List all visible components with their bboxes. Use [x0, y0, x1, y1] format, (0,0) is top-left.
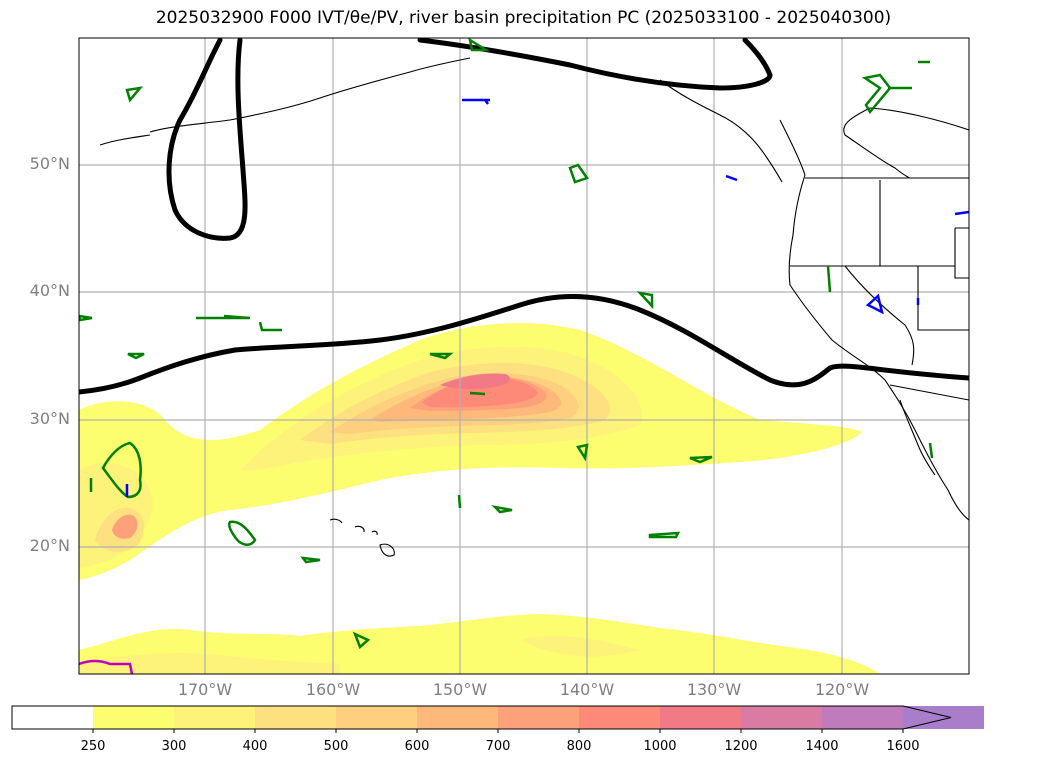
colorbar-label-1000: 1000 — [643, 739, 677, 754]
colorbar-label-250: 250 — [80, 739, 106, 754]
colorbar-outline — [11, 705, 952, 730]
lon-label-170w: 170°W — [177, 680, 233, 699]
pv-blue-contours — [125, 98, 969, 497]
theta-e-contours — [79, 38, 969, 395]
colorbar-segment — [174, 706, 255, 729]
map-title: 2025032900 F000 IVT/θe/PV, river basin p… — [155, 8, 892, 28]
colorbar-segment — [336, 706, 417, 729]
lat-label-30: 30°N — [29, 409, 70, 428]
lat-label-40: 40°N — [29, 281, 70, 300]
colorbar — [11, 705, 984, 733]
colorbar-segment — [741, 706, 822, 729]
lon-label-130w: 130°W — [686, 680, 742, 699]
colorbar-segment — [417, 706, 498, 729]
colorbar-label-700: 700 — [485, 739, 511, 754]
magenta-contour — [79, 659, 134, 674]
map-panel — [79, 38, 969, 674]
coastlines — [99, 57, 969, 557]
map-frame — [78, 37, 970, 675]
graticule — [79, 38, 969, 674]
colorbar-label-600: 600 — [404, 739, 430, 754]
lat-label-50: 50°N — [29, 154, 70, 173]
colorbar-label-500: 500 — [323, 739, 349, 754]
colorbar-segment — [12, 706, 93, 729]
lat-label-20: 20°N — [29, 536, 70, 555]
colorbar-label-1200: 1200 — [724, 739, 758, 754]
lon-label-160w: 160°W — [305, 680, 361, 699]
colorbar-label-400: 400 — [242, 739, 268, 754]
colorbar-segment — [93, 706, 174, 729]
colorbar-label-1400: 1400 — [805, 739, 839, 754]
colorbar-segment — [579, 706, 660, 729]
colorbar-segment — [660, 706, 741, 729]
ivt-shading — [79, 323, 880, 674]
colorbar-segment — [255, 706, 336, 729]
colorbar-label-1600: 1600 — [886, 739, 920, 754]
colorbar-extend-arrow — [903, 706, 951, 729]
colorbar-label-300: 300 — [161, 739, 187, 754]
lon-label-120w: 120°W — [814, 680, 870, 699]
colorbar-label-800: 800 — [566, 739, 592, 754]
lon-label-140w: 140°W — [559, 680, 615, 699]
colorbar-segment — [822, 706, 903, 729]
pv-green-contours — [79, 38, 934, 650]
colorbar-segment — [498, 706, 579, 729]
lon-label-150w: 150°W — [432, 680, 488, 699]
